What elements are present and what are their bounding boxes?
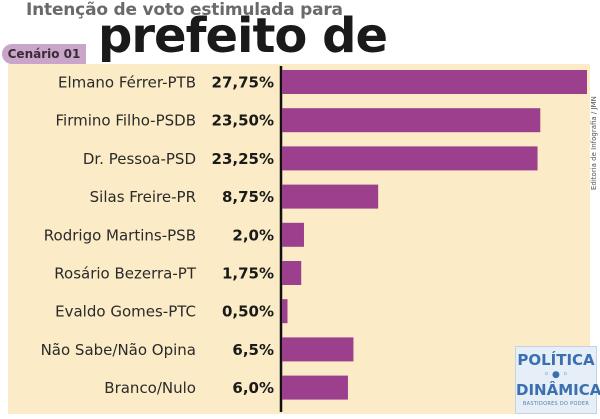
value-label: 0,50% bbox=[222, 303, 274, 321]
value-label: 23,25% bbox=[212, 150, 274, 168]
value-label: 27,75% bbox=[212, 74, 274, 92]
bar bbox=[282, 222, 304, 247]
logo-line1: POLÍTICA bbox=[517, 351, 595, 369]
category-label: Firmino Filho-PSDB bbox=[56, 112, 197, 130]
bar bbox=[282, 108, 541, 133]
category-label: Elmano Férrer-PTB bbox=[58, 74, 196, 92]
value-label: 6,0% bbox=[232, 379, 274, 397]
bar bbox=[282, 70, 587, 94]
bar bbox=[282, 184, 379, 209]
logo-tagline: BASTIDORES DO PODER bbox=[522, 401, 590, 407]
chart-subtitle: Intenção de voto estimulada para bbox=[26, 0, 343, 20]
logo-dots-icon: ◦ ● ◦ bbox=[543, 370, 569, 380]
category-label: Não Sabe/Não Opina bbox=[41, 341, 196, 359]
brand-logo: POLÍTICA ◦ ● ◦ DINÂMICA BASTIDORES DO PO… bbox=[515, 346, 600, 414]
value-label: 2,0% bbox=[232, 226, 274, 244]
logo-line2: DINÂMICA bbox=[516, 381, 600, 399]
value-label: 6,5% bbox=[232, 341, 274, 359]
bar bbox=[282, 146, 538, 171]
category-label: Silas Freire-PR bbox=[90, 188, 196, 206]
category-label: Rosário Bezerra-PT bbox=[54, 265, 197, 283]
value-label: 23,50% bbox=[212, 112, 274, 130]
value-label: 8,75% bbox=[222, 188, 274, 206]
bar bbox=[282, 261, 302, 285]
bar bbox=[282, 375, 348, 400]
category-label: Evaldo Gomes-PTC bbox=[55, 303, 196, 321]
category-label: Dr. Pessoa-PSD bbox=[83, 150, 196, 168]
category-label: Branco/Nulo bbox=[104, 379, 196, 397]
value-label: 1,75% bbox=[222, 265, 274, 283]
bar bbox=[282, 299, 288, 324]
scenario-tab: Cenário 01 bbox=[2, 44, 86, 64]
bar bbox=[282, 337, 354, 362]
category-label: Rodrigo Martins-PSB bbox=[44, 226, 196, 244]
